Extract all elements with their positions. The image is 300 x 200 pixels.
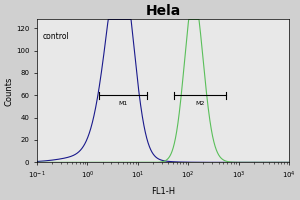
Text: M2: M2 <box>195 101 205 106</box>
X-axis label: FL1-H: FL1-H <box>151 187 175 196</box>
Text: control: control <box>43 32 70 41</box>
Text: M1: M1 <box>118 101 127 106</box>
Title: Hela: Hela <box>146 4 181 18</box>
Y-axis label: Counts: Counts <box>4 76 13 106</box>
